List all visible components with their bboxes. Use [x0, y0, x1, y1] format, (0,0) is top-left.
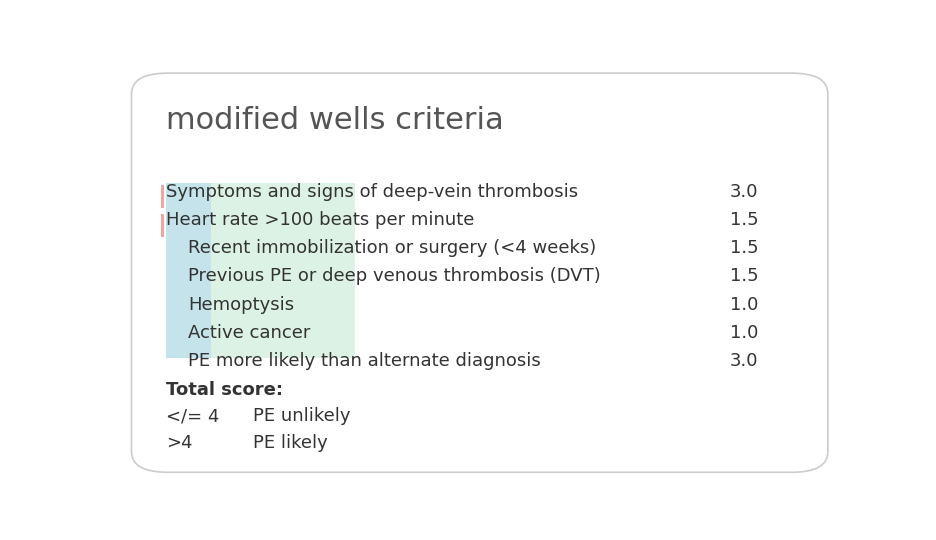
Text: Recent immobilization or surgery (<4 weeks): Recent immobilization or surgery (<4 wee…	[188, 239, 596, 257]
Text: modified wells criteria: modified wells criteria	[167, 106, 505, 136]
Text: 1.5: 1.5	[730, 267, 758, 286]
Text: </= 4: </= 4	[167, 407, 220, 426]
Text: PE unlikely: PE unlikely	[254, 407, 351, 426]
Text: 1.5: 1.5	[730, 211, 758, 229]
Text: 3.0: 3.0	[730, 352, 758, 370]
Text: Previous PE or deep venous thrombosis (DVT): Previous PE or deep venous thrombosis (D…	[188, 267, 601, 286]
Text: Active cancer: Active cancer	[188, 324, 311, 342]
Text: 1.5: 1.5	[730, 239, 758, 257]
Text: Symptoms and signs of deep-vein thrombosis: Symptoms and signs of deep-vein thrombos…	[167, 183, 578, 201]
Text: PE likely: PE likely	[254, 434, 329, 453]
Bar	[161, 214, 164, 237]
Bar	[161, 185, 164, 208]
Text: 1.0: 1.0	[730, 296, 758, 314]
Text: Heart rate >100 beats per minute: Heart rate >100 beats per minute	[167, 211, 475, 229]
Text: 3.0: 3.0	[730, 183, 758, 201]
FancyBboxPatch shape	[131, 73, 828, 472]
Text: Hemoptysis: Hemoptysis	[188, 296, 294, 314]
Bar	[167, 183, 355, 358]
Text: 1.0: 1.0	[730, 324, 758, 342]
Text: Total score:: Total score:	[167, 381, 284, 399]
Bar	[167, 183, 212, 358]
Text: >4: >4	[167, 434, 193, 453]
Text: PE more likely than alternate diagnosis: PE more likely than alternate diagnosis	[188, 352, 541, 370]
